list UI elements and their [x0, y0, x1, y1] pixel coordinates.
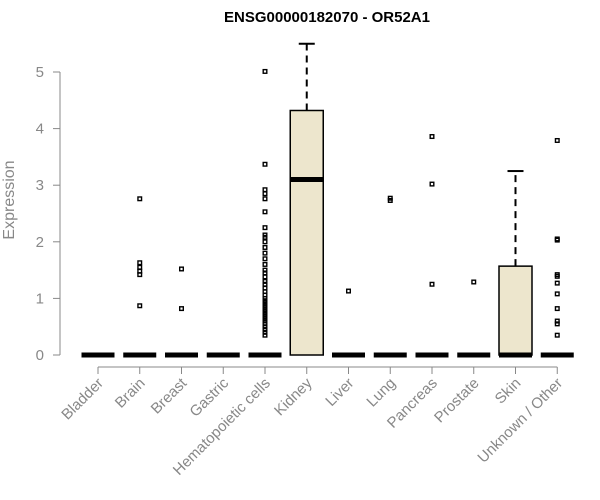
outlier-point [262, 267, 268, 273]
outlier-point [137, 264, 143, 270]
y-axis-label: Expression [1, 160, 18, 239]
outlier-point [262, 161, 268, 167]
outlier-point [137, 272, 143, 278]
outlier-point [262, 191, 268, 197]
outlier-point [429, 181, 435, 187]
outlier-point [387, 197, 393, 203]
outlier-point [262, 68, 268, 74]
x-category-label: Kidney [271, 374, 316, 419]
outlier-point [262, 332, 268, 338]
outlier-point [554, 273, 560, 279]
outlier-point [137, 303, 143, 309]
y-tick-label: 1 [36, 290, 44, 307]
box [498, 265, 533, 356]
outlier-point [554, 321, 560, 327]
y-tick-label: 0 [36, 347, 44, 364]
x-category-label: Prostate [431, 375, 483, 427]
outlier-point [137, 260, 143, 266]
outlier-point [429, 134, 435, 140]
y-tick-label: 4 [36, 121, 44, 138]
outlier-point [178, 266, 184, 272]
outlier-point [554, 280, 560, 286]
outlier-point [262, 256, 268, 262]
y-tick-label: 5 [36, 64, 44, 81]
outlier-point [429, 281, 435, 287]
outlier-point [554, 237, 560, 243]
outlier-point [262, 234, 268, 240]
outlier-point [262, 187, 268, 193]
outlier-point [554, 306, 560, 312]
outlier-point [262, 324, 268, 330]
x-category-label: Brain [112, 375, 149, 412]
outlier-point [262, 209, 268, 215]
outlier-point [262, 261, 268, 267]
x-category-label: Liver [322, 375, 357, 410]
x-category-label: Skin [492, 375, 525, 408]
outlier-point [262, 270, 268, 276]
outlier-point [262, 244, 268, 250]
outlier-point [137, 196, 143, 202]
y-tick-label: 3 [36, 177, 44, 194]
outlier-point [471, 279, 477, 285]
x-category-label: Bladder [58, 375, 107, 424]
x-category-label: Breast [148, 374, 191, 417]
chart-title: ENSG00000182070 - OR52A1 [224, 9, 430, 26]
outlier-point [262, 281, 268, 287]
outlier-point [262, 318, 268, 324]
outlier-point [262, 225, 268, 231]
outlier-point [554, 318, 560, 324]
x-category-label: Lung [363, 375, 399, 411]
outlier-point [554, 137, 560, 143]
outlier-point [554, 291, 560, 297]
y-tick-label: 2 [36, 234, 44, 251]
outlier-point [262, 239, 268, 245]
outlier-point [262, 321, 268, 327]
outlier-point [262, 196, 268, 202]
outlier-point [262, 329, 268, 335]
outlier-point [262, 327, 268, 333]
outlier-point [346, 288, 352, 294]
box [289, 109, 324, 356]
outlier-point [262, 274, 268, 280]
outlier-point [554, 332, 560, 338]
outlier-point [262, 250, 268, 256]
outlier-point [262, 278, 268, 284]
outlier-point [178, 306, 184, 312]
